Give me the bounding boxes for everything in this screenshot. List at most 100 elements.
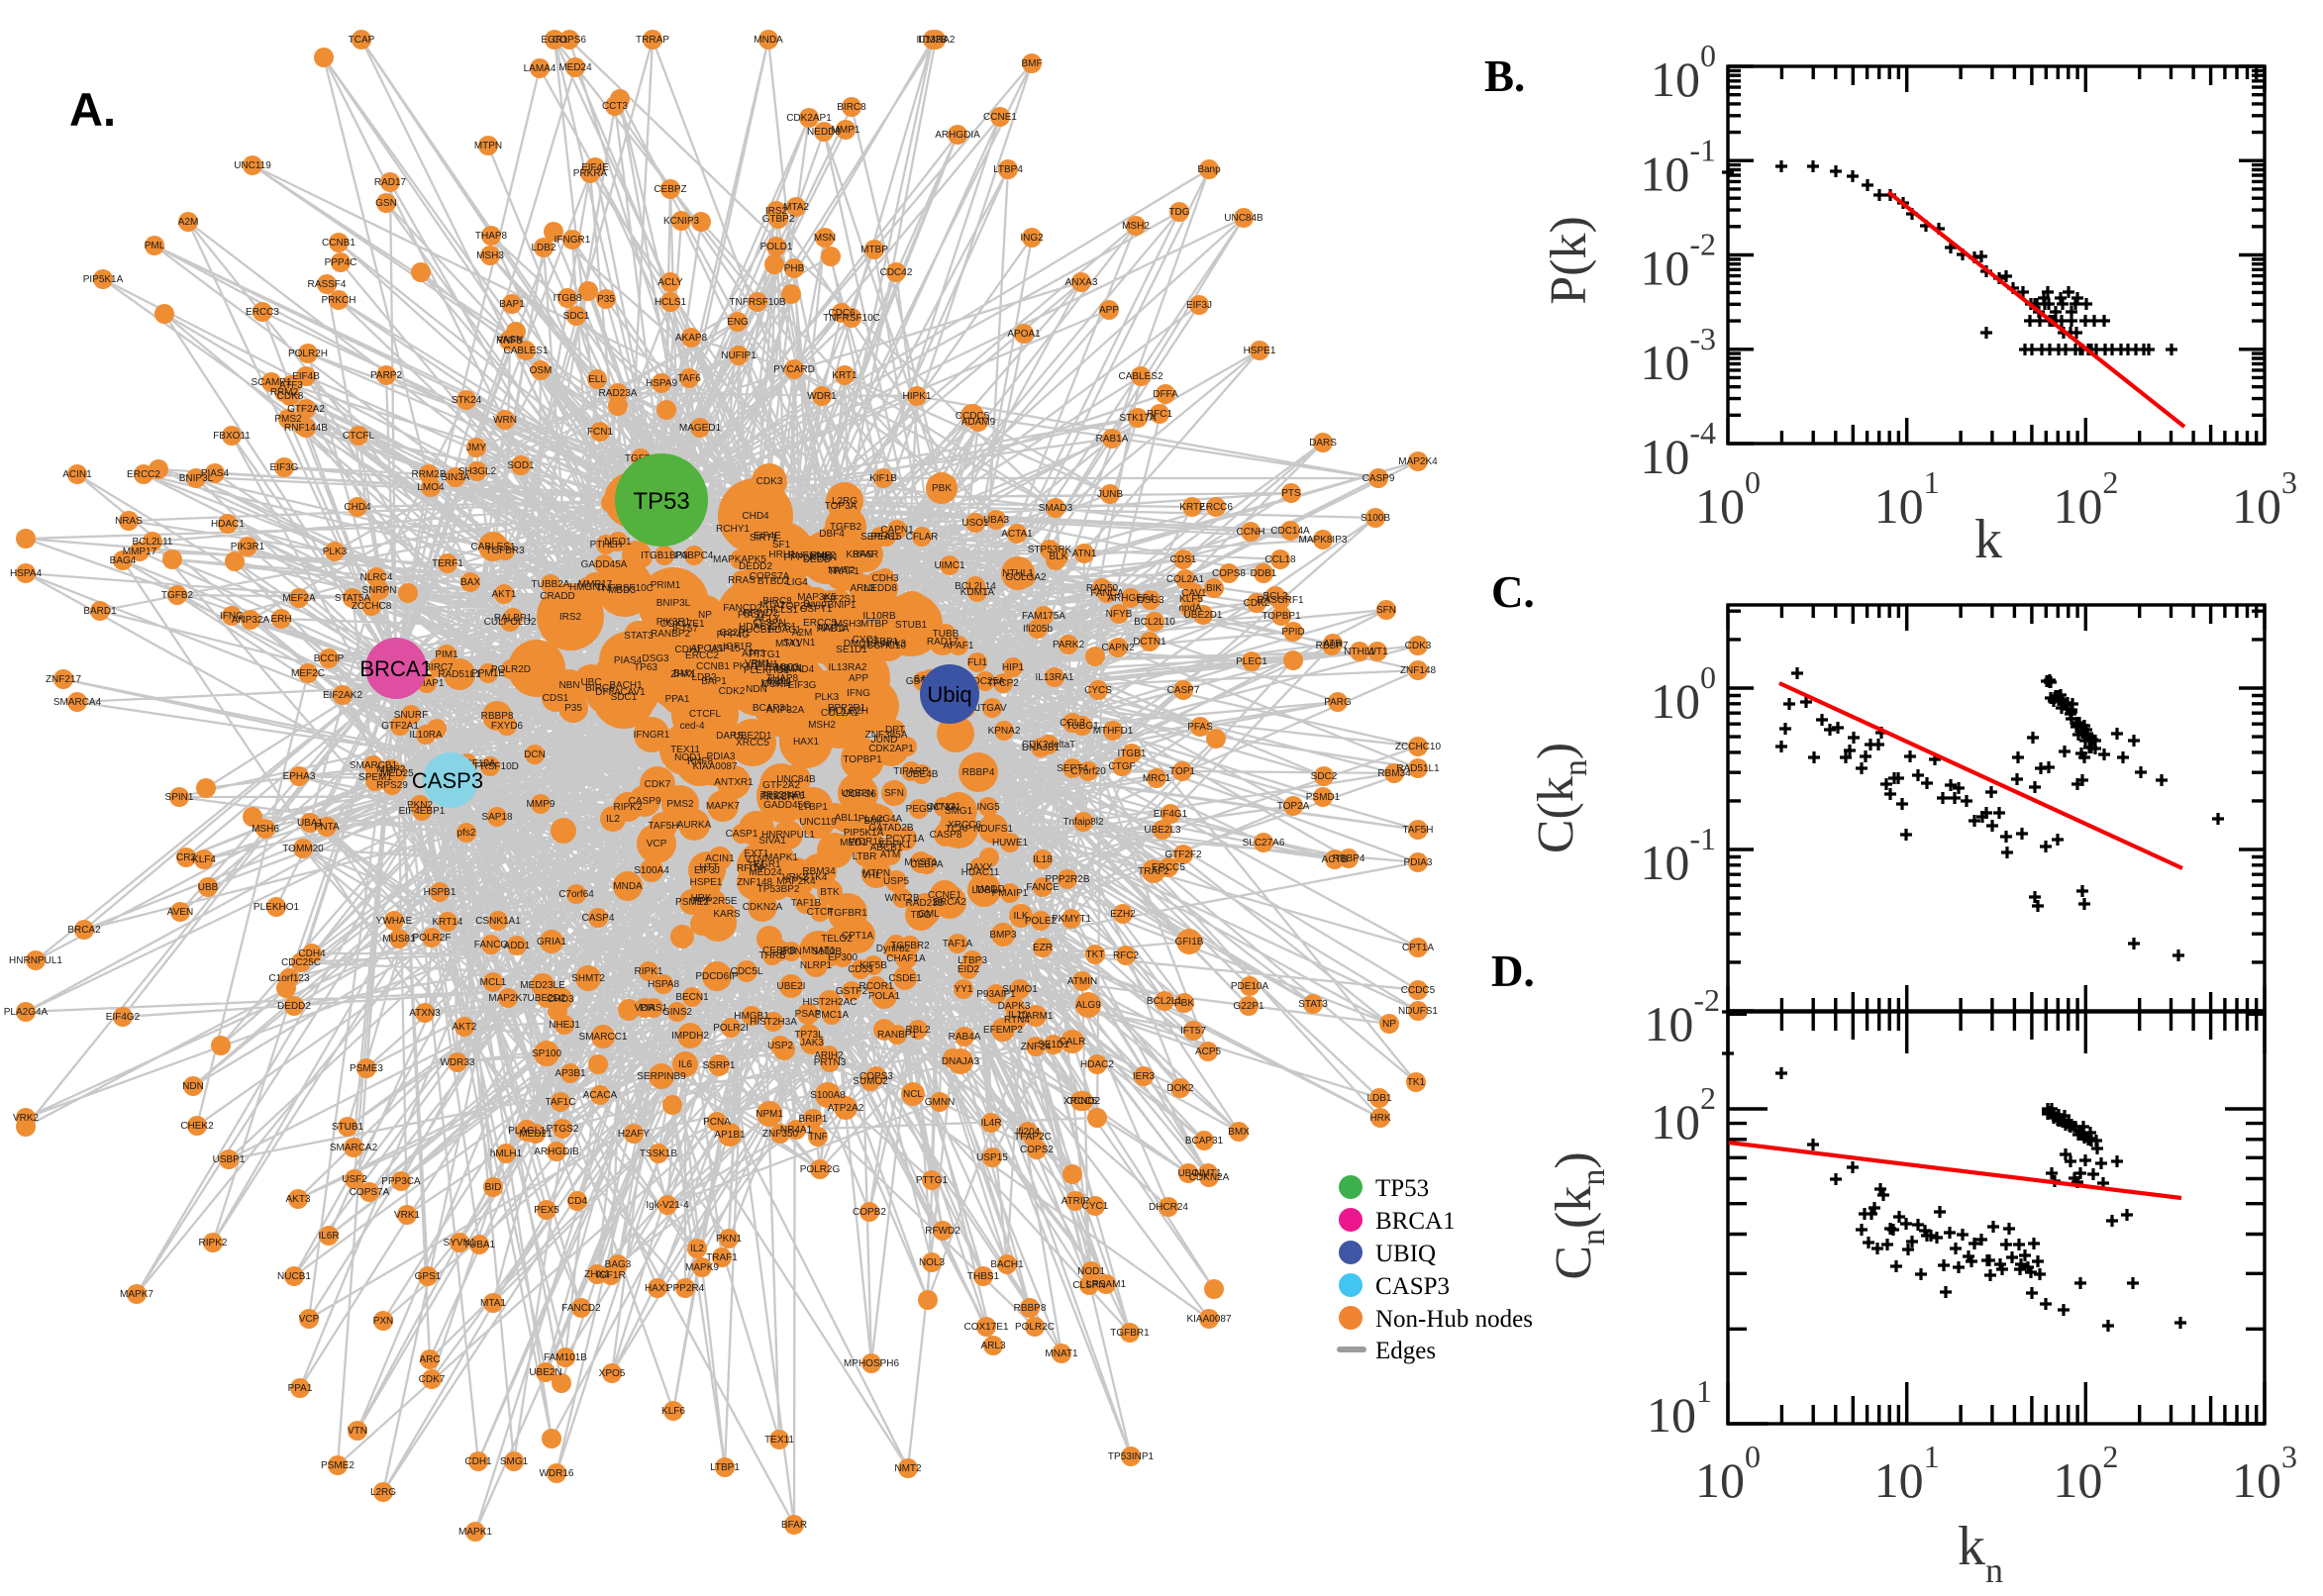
- svg-text:KCNIP3: KCNIP3: [663, 216, 700, 227]
- svg-text:MED1: MED1: [840, 838, 867, 848]
- svg-text:MRC1: MRC1: [1143, 773, 1171, 784]
- svg-text:Ifi205b: Ifi205b: [1023, 624, 1053, 635]
- svg-text:SYVN1: SYVN1: [444, 1238, 476, 1248]
- svg-text:PPP2R5E: PPP2R5E: [692, 896, 737, 907]
- svg-text:hMLH1: hMLH1: [490, 1148, 523, 1159]
- svg-text:CCNE1: CCNE1: [928, 890, 961, 901]
- svg-text:PPP3R1: PPP3R1: [828, 703, 866, 714]
- svg-text:G22P1: G22P1: [719, 628, 751, 639]
- svg-text:MTBP: MTBP: [860, 619, 888, 630]
- svg-text:SAP18: SAP18: [481, 812, 513, 823]
- svg-text:ZNF217: ZNF217: [46, 674, 82, 685]
- svg-text:EFEMP2: EFEMP2: [983, 1025, 1023, 1036]
- svg-text:ATRIP: ATRIP: [1061, 1196, 1090, 1207]
- svg-text:IFNGR1: IFNGR1: [555, 235, 591, 246]
- svg-text:EXT1: EXT1: [744, 848, 768, 859]
- svg-text:NDUFS1: NDUFS1: [1398, 1006, 1438, 1017]
- svg-text:MED24: MED24: [558, 62, 592, 73]
- svg-text:TERF1: TERF1: [432, 558, 463, 569]
- svg-text:CHAF1A: CHAF1A: [886, 953, 926, 964]
- svg-text:MTBP: MTBP: [860, 245, 888, 255]
- svg-text:USO1: USO1: [961, 518, 989, 529]
- svg-text:CDH4: CDH4: [298, 948, 326, 959]
- svg-text:RAD23A: RAD23A: [599, 388, 638, 399]
- svg-text:HSPA9: HSPA9: [646, 378, 677, 389]
- svg-text:STUB1: STUB1: [332, 1122, 364, 1133]
- svg-text:RBM34: RBM34: [802, 866, 836, 877]
- svg-text:THAP8: THAP8: [475, 231, 508, 242]
- svg-text:COPS7A: COPS7A: [350, 1187, 390, 1198]
- svg-text:PPP2R2B: PPP2R2B: [1045, 874, 1089, 885]
- svg-text:EIF3J: EIF3J: [694, 865, 720, 876]
- svg-text:KLF5: KLF5: [1179, 594, 1203, 605]
- svg-text:COX17E1: COX17E1: [963, 1322, 1008, 1333]
- svg-text:CDK2: CDK2: [719, 686, 746, 697]
- svg-text:CPT1A: CPT1A: [842, 931, 874, 942]
- svg-text:UNC119: UNC119: [799, 817, 837, 828]
- svg-text:CASP9: CASP9: [1363, 473, 1395, 484]
- svg-text:NHEJ1: NHEJ1: [549, 1020, 580, 1031]
- svg-text:ABL1: ABL1: [835, 813, 859, 824]
- svg-text:DFFA: DFFA: [1153, 389, 1178, 400]
- svg-text:ALG9: ALG9: [1075, 1000, 1101, 1011]
- svg-text:CCNH: CCNH: [1237, 527, 1265, 538]
- svg-text:MAP2K7: MAP2K7: [488, 993, 528, 1004]
- svg-text:C7orf64: C7orf64: [558, 889, 594, 900]
- svg-text:SNRPN: SNRPN: [361, 585, 396, 596]
- svg-text:RBM34: RBM34: [1377, 768, 1411, 779]
- svg-text:NDUFS1: NDUFS1: [973, 824, 1013, 835]
- svg-text:BIK: BIK: [1206, 583, 1222, 594]
- svg-text:TP53BP2: TP53BP2: [758, 884, 800, 895]
- svg-text:MMP17: MMP17: [123, 547, 157, 557]
- svg-text:WDR33: WDR33: [440, 1057, 474, 1068]
- svg-text:COPS7A: COPS7A: [750, 571, 790, 582]
- svg-text:ARL3: ARL3: [850, 583, 874, 594]
- svg-text:HUWE1: HUWE1: [992, 838, 1029, 848]
- svg-text:CCNH: CCNH: [762, 679, 791, 690]
- svg-text:HSPE1: HSPE1: [690, 877, 723, 888]
- svg-text:PSAP: PSAP: [795, 1009, 822, 1020]
- svg-text:VDR: VDR: [634, 1003, 655, 1014]
- svg-text:SH3GL2: SH3GL2: [458, 466, 497, 477]
- svg-text:CCNG1: CCNG1: [926, 802, 960, 813]
- svg-text:A2M: A2M: [792, 628, 813, 639]
- svg-text:CFLAR: CFLAR: [906, 532, 939, 543]
- svg-text:IFNGR1: IFNGR1: [634, 730, 670, 741]
- svg-text:NBN: NBN: [558, 680, 579, 691]
- svg-text:FXYD6: FXYD6: [491, 721, 524, 732]
- svg-text:TUBB: TUBB: [933, 629, 960, 640]
- svg-text:STAT3: STAT3: [624, 631, 654, 642]
- svg-text:C(kn): C(kn): [1528, 743, 1594, 853]
- svg-text:SIRT1: SIRT1: [750, 533, 778, 544]
- svg-text:LDB1: LDB1: [971, 885, 996, 896]
- svg-text:PLK3: PLK3: [815, 692, 840, 703]
- svg-text:MTPN: MTPN: [474, 141, 502, 151]
- svg-text:MAPK1: MAPK1: [458, 1527, 492, 1538]
- svg-text:A.: A.: [69, 83, 116, 136]
- svg-text:PTGS2: PTGS2: [547, 1124, 579, 1135]
- svg-text:SMAD4: SMAD4: [780, 664, 815, 675]
- svg-text:LAMA4: LAMA4: [524, 63, 556, 74]
- svg-text:TOP3A: TOP3A: [825, 501, 858, 512]
- svg-text:ANP32A: ANP32A: [232, 615, 270, 626]
- svg-text:ERCC5: ERCC5: [1152, 862, 1185, 873]
- svg-text:PMS2: PMS2: [666, 799, 694, 810]
- svg-text:HRH1: HRH1: [768, 549, 796, 560]
- svg-text:SIN3A: SIN3A: [442, 472, 470, 483]
- svg-text:COPS6: COPS6: [843, 789, 876, 800]
- svg-text:MAPK9: MAPK9: [685, 1262, 719, 1273]
- svg-text:PSME2: PSME2: [321, 1460, 354, 1471]
- svg-text:PPP2R5B: PPP2R5B: [783, 552, 828, 563]
- svg-text:ZHX1: ZHX1: [670, 669, 696, 680]
- svg-text:MAP3K5: MAP3K5: [797, 592, 837, 603]
- svg-text:CCNB1: CCNB1: [696, 661, 730, 672]
- svg-text:EIF3G: EIF3G: [270, 462, 299, 473]
- svg-text:CDH1: CDH1: [464, 1456, 492, 1467]
- svg-text:AKT1: AKT1: [491, 589, 516, 600]
- svg-text:RFC4: RFC4: [737, 863, 763, 874]
- svg-text:UBE2D2: UBE2D2: [528, 993, 566, 1004]
- svg-text:CCNE1: CCNE1: [983, 112, 1017, 123]
- svg-text:TNFRSF10B: TNFRSF10B: [729, 297, 786, 308]
- svg-text:CHD3: CHD3: [547, 994, 574, 1005]
- svg-text:COPS8: COPS8: [1212, 568, 1246, 579]
